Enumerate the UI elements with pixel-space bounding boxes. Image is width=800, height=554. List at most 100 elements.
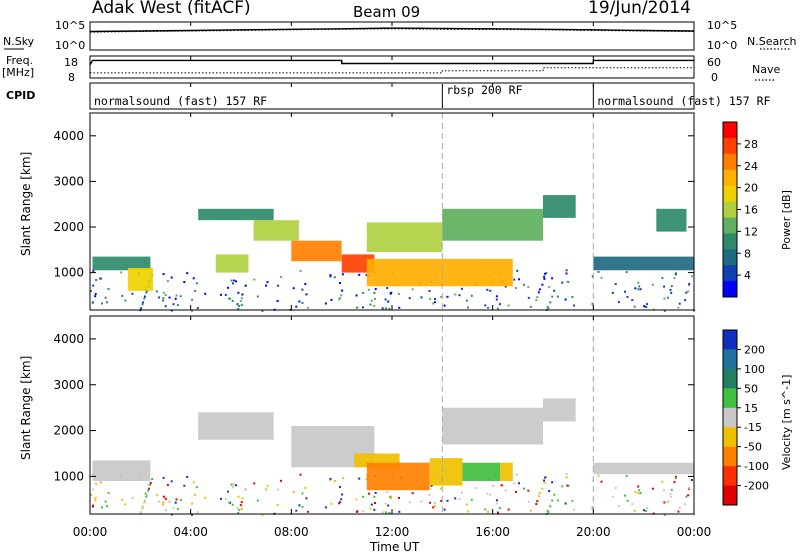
ground-scatter-cell xyxy=(571,499,574,502)
scatter-region xyxy=(593,462,694,475)
ground-scatter-cell xyxy=(643,509,646,512)
ground-scatter-cell xyxy=(529,509,532,512)
ground-scatter-cell xyxy=(549,505,552,508)
ground-scatter-cell xyxy=(220,497,222,500)
colorbar-tick-label: 100 xyxy=(744,363,765,376)
nsky-bottom-tick: 10^0 xyxy=(55,39,85,52)
ground-scatter-cell xyxy=(492,484,495,487)
ground-scatter-cell xyxy=(373,495,376,498)
ground-scatter-cell xyxy=(339,501,342,504)
ground-scatter-cell xyxy=(298,504,301,507)
ground-scatter-cell xyxy=(266,484,269,487)
y-tick-label: 2000 xyxy=(53,220,84,234)
ground-scatter-cell xyxy=(430,484,433,487)
scatter-region xyxy=(442,208,543,241)
velocity-heatmap xyxy=(90,316,696,516)
freq-unit: [MHz] xyxy=(2,66,34,79)
ground-scatter-cell xyxy=(398,306,401,309)
ground-scatter-cell xyxy=(535,299,538,302)
ground-scatter-cell xyxy=(147,489,150,492)
colorbar-tick-label: 24 xyxy=(744,160,758,173)
colorbar-swatch xyxy=(723,217,737,234)
ground-scatter-cell xyxy=(535,503,538,505)
ground-scatter-cell xyxy=(484,304,487,307)
ground-scatter-cell xyxy=(174,297,177,300)
ground-scatter-cell xyxy=(164,497,167,500)
ground-scatter-cell xyxy=(355,510,358,513)
ground-scatter-cell xyxy=(292,287,295,290)
ground-scatter-cell xyxy=(358,477,361,480)
ground-scatter-cell xyxy=(162,476,165,479)
ground-scatter-cell xyxy=(513,482,516,485)
ground-scatter-cell xyxy=(355,306,358,309)
ground-scatter-cell xyxy=(549,301,552,304)
colorbar-tick-label: 16 xyxy=(744,204,758,217)
ground-scatter-cell xyxy=(230,483,233,486)
nsearch-label: N.Search xyxy=(747,35,797,48)
ground-scatter-cell xyxy=(333,480,336,482)
ground-scatter-cell xyxy=(684,503,687,506)
ground-scatter-cell xyxy=(495,295,498,298)
colorbar-swatch xyxy=(723,185,737,202)
ground-scatter-cell xyxy=(280,276,283,278)
ground-scatter-cell xyxy=(565,269,568,272)
ground-scatter-cell xyxy=(298,300,301,303)
ground-scatter-cell xyxy=(527,296,530,299)
colorbar-swatch xyxy=(723,368,737,389)
colorbar-tick-label: 20 xyxy=(744,182,758,195)
ground-scatter-cell xyxy=(545,475,548,478)
ground-scatter-cell xyxy=(597,474,600,477)
ground-scatter-cell xyxy=(186,272,189,275)
ground-scatter-cell xyxy=(341,289,344,292)
ground-scatter-cell xyxy=(611,495,614,498)
ground-scatter-cell xyxy=(330,298,333,301)
ground-scatter-cell xyxy=(240,303,243,306)
ground-scatter-cell xyxy=(106,505,108,508)
cpid-segment-label: normalsound (fast) 157 RF xyxy=(597,94,770,108)
ground-scatter-cell xyxy=(428,493,431,496)
ground-scatter-cell xyxy=(678,506,681,509)
ground-scatter-cell xyxy=(666,500,669,503)
colorbar-swatch xyxy=(723,407,737,428)
ground-scatter-cell xyxy=(90,493,93,496)
ground-scatter-cell xyxy=(529,305,532,308)
ground-scatter-cell xyxy=(386,490,389,493)
ground-scatter-cell xyxy=(94,496,97,499)
ground-scatter-cell xyxy=(340,294,343,297)
ground-scatter-cell xyxy=(179,499,182,502)
ground-scatter-cell xyxy=(571,296,574,298)
colorbar-tick-label: 4 xyxy=(744,269,751,282)
ground-scatter-cell xyxy=(162,495,165,498)
cpid-label: CPID xyxy=(6,89,35,102)
ground-scatter-cell xyxy=(172,303,175,306)
ground-scatter-cell xyxy=(639,288,642,291)
ground-scatter-cell xyxy=(411,492,414,495)
colorbar-tick-label: 15 xyxy=(744,402,758,415)
ground-scatter-cell xyxy=(651,487,654,490)
ground-scatter-cell xyxy=(440,500,443,502)
ground-scatter-cell xyxy=(663,309,666,312)
ground-scatter-cell xyxy=(341,477,344,480)
ground-scatter-cell xyxy=(646,303,649,306)
ground-scatter-cell xyxy=(663,297,666,300)
scatter-region xyxy=(543,195,576,218)
ground-scatter-cell xyxy=(175,294,178,297)
ground-scatter-cell xyxy=(408,501,411,503)
ground-scatter-cell xyxy=(669,492,672,495)
velocity-colorbar: 200 100 50 15 -15 -50 -100 -200 xyxy=(722,329,769,506)
ground-scatter-cell xyxy=(565,272,568,275)
y-tick-label: 4000 xyxy=(53,332,84,346)
colorbar-swatch xyxy=(723,265,737,282)
cpid-segment-label: normalsound (fast) 157 RF xyxy=(94,94,267,108)
ground-scatter-cell xyxy=(688,283,691,285)
ground-scatter-cell xyxy=(158,296,161,299)
ground-scatter-cell xyxy=(454,497,457,500)
ground-scatter-cell xyxy=(465,503,468,506)
ground-scatter-cell xyxy=(245,284,247,287)
ground-scatter-cell xyxy=(92,284,95,287)
ground-scatter-cell xyxy=(92,504,95,507)
ground-scatter-cell xyxy=(265,284,267,287)
ground-scatter-cell xyxy=(443,508,446,511)
ground-scatter-cell xyxy=(420,296,423,299)
ground-scatter-cell xyxy=(663,513,666,516)
